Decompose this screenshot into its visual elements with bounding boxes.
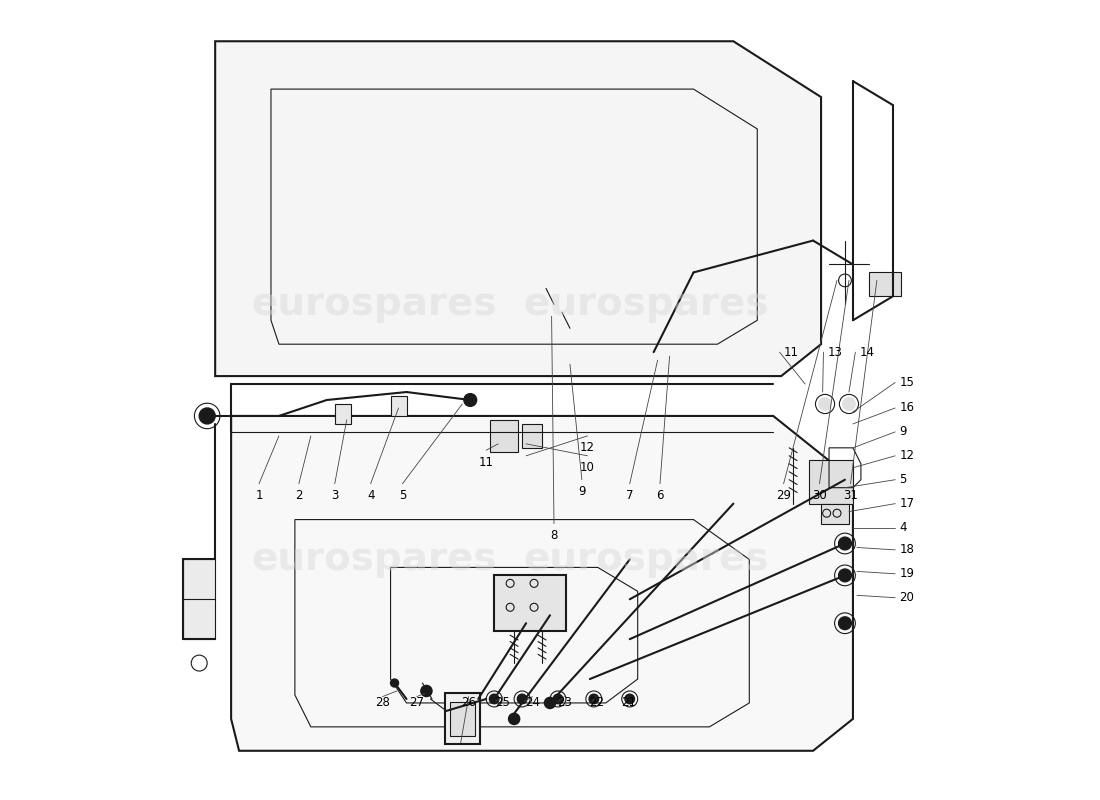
Text: eurospares: eurospares xyxy=(252,541,497,578)
Text: 5: 5 xyxy=(399,489,406,502)
Circle shape xyxy=(390,679,398,687)
Text: eurospares: eurospares xyxy=(522,286,769,323)
Text: 19: 19 xyxy=(899,567,914,580)
Text: 2: 2 xyxy=(295,489,302,502)
FancyBboxPatch shape xyxy=(494,575,565,631)
Text: 15: 15 xyxy=(899,376,914,389)
FancyBboxPatch shape xyxy=(184,559,216,639)
Text: 4: 4 xyxy=(899,521,906,534)
Polygon shape xyxy=(231,416,853,750)
Circle shape xyxy=(838,537,851,550)
Text: eurospares: eurospares xyxy=(252,286,497,323)
Circle shape xyxy=(199,408,216,424)
Text: 20: 20 xyxy=(899,591,914,604)
Text: 24: 24 xyxy=(525,697,540,710)
FancyBboxPatch shape xyxy=(491,420,518,452)
Polygon shape xyxy=(216,42,821,376)
Text: 5: 5 xyxy=(899,474,906,486)
Text: 12: 12 xyxy=(899,450,914,462)
Circle shape xyxy=(590,694,598,704)
Text: 27: 27 xyxy=(409,697,425,710)
Text: 25: 25 xyxy=(495,697,509,710)
Text: 14: 14 xyxy=(859,346,874,358)
Text: 31: 31 xyxy=(843,489,858,502)
Circle shape xyxy=(625,694,635,704)
FancyBboxPatch shape xyxy=(444,694,480,744)
Text: 30: 30 xyxy=(812,489,827,502)
Text: 7: 7 xyxy=(626,489,634,502)
Circle shape xyxy=(553,694,563,704)
Text: 9: 9 xyxy=(579,485,585,498)
Text: 3: 3 xyxy=(331,489,339,502)
FancyBboxPatch shape xyxy=(666,332,680,352)
Text: 9: 9 xyxy=(899,426,906,438)
Text: 26: 26 xyxy=(461,697,476,710)
Text: 10: 10 xyxy=(580,462,595,474)
Circle shape xyxy=(838,617,851,630)
Text: 11: 11 xyxy=(783,346,799,358)
Circle shape xyxy=(464,394,476,406)
Text: 18: 18 xyxy=(899,543,914,556)
Text: 4: 4 xyxy=(367,489,374,502)
Text: 6: 6 xyxy=(657,489,663,502)
Circle shape xyxy=(508,714,519,725)
Text: 21: 21 xyxy=(620,697,636,710)
Text: 16: 16 xyxy=(899,402,914,414)
Circle shape xyxy=(838,569,851,582)
FancyBboxPatch shape xyxy=(810,460,853,504)
Text: 29: 29 xyxy=(777,489,791,502)
FancyBboxPatch shape xyxy=(522,424,542,448)
Text: 1: 1 xyxy=(255,489,263,502)
Circle shape xyxy=(544,698,556,709)
Text: 17: 17 xyxy=(899,497,914,510)
Text: 12: 12 xyxy=(580,442,595,454)
Text: eurospares: eurospares xyxy=(522,541,769,578)
Text: 28: 28 xyxy=(375,697,390,710)
Text: 8: 8 xyxy=(550,529,558,542)
FancyBboxPatch shape xyxy=(821,504,849,523)
FancyBboxPatch shape xyxy=(334,404,351,424)
Text: 13: 13 xyxy=(827,346,843,358)
Circle shape xyxy=(843,398,856,410)
Text: 11: 11 xyxy=(478,456,494,469)
Circle shape xyxy=(818,398,832,410)
Circle shape xyxy=(517,694,527,704)
Text: 22: 22 xyxy=(588,697,604,710)
FancyBboxPatch shape xyxy=(450,702,475,736)
FancyBboxPatch shape xyxy=(869,273,901,296)
FancyBboxPatch shape xyxy=(390,396,407,416)
Circle shape xyxy=(421,686,432,697)
Circle shape xyxy=(490,694,499,704)
Text: 23: 23 xyxy=(557,697,572,710)
